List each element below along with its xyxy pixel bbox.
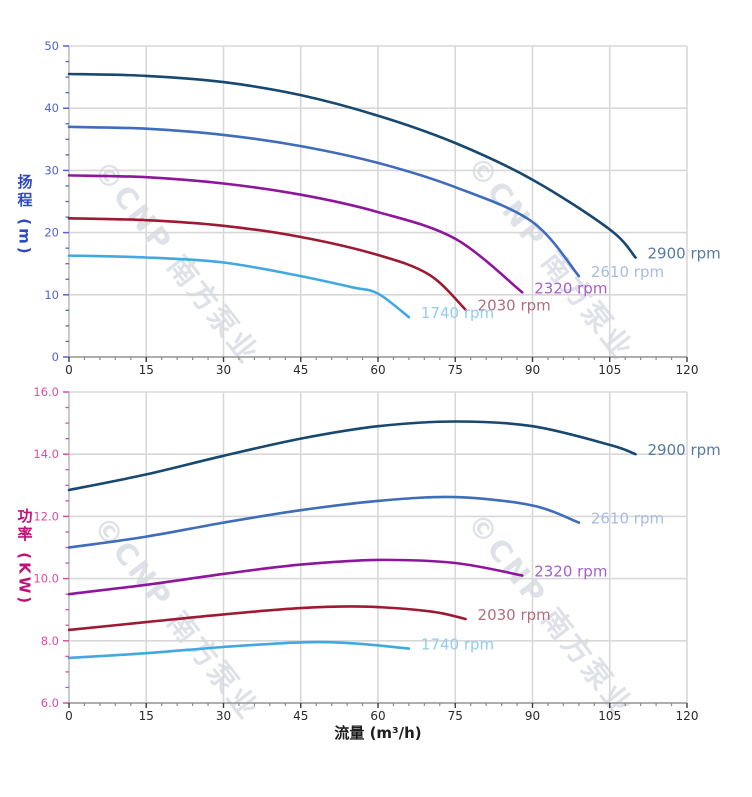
curve-label: 1740 rpm [421,636,494,654]
curve-2610-rpm [67,125,581,278]
x-tick-label: 75 [448,709,463,723]
curve-label: 2900 rpm [648,244,721,262]
curve-label: 2320 rpm [534,279,607,297]
curve-2900-rpm [67,420,637,492]
curve-1740-rpm [67,640,411,660]
x-tick-label: 30 [216,363,231,377]
curve-label: 2030 rpm [478,297,551,315]
curve-2320-rpm [67,558,524,596]
curve-2900-rpm [67,72,637,259]
x-tick-label: 30 [216,709,231,723]
curve-2030-rpm [67,216,467,311]
power-axis-title: 功率 (KW) [15,507,34,607]
y-tick-label: 8.0 [41,634,59,648]
y-tick-label: 10 [44,288,59,302]
x-tick-label: 105 [598,709,621,723]
x-tick-label: 75 [448,363,463,377]
head-axis-title: 扬程 (m) [15,173,34,257]
x-tick-label: 60 [370,709,385,723]
y-tick-label: 30 [44,163,59,177]
y-tick-label: 20 [44,226,59,240]
curve-label: 2900 rpm [648,441,721,459]
x-tick-label: 90 [525,363,540,377]
y-tick-label: 40 [44,101,59,115]
curve-label: 2610 rpm [591,510,664,528]
curve-2320-rpm [67,174,524,294]
curve-label: 2320 rpm [534,562,607,580]
y-tick-label: 50 [44,39,59,53]
y-tick-label: 12.0 [33,509,59,523]
x-tick-label: 15 [139,363,154,377]
curve-2030-rpm [67,605,467,632]
curve-2610-rpm [67,495,581,549]
curve-label: 2030 rpm [478,606,551,624]
x-tick-label: 0 [65,363,73,377]
x-tick-label: 45 [293,363,308,377]
curve-1740-rpm [67,254,411,319]
flow-axis-title: 流量 (m³/h) [334,724,422,742]
x-tick-label: 120 [676,709,699,723]
x-tick-label: 15 [139,709,154,723]
curve-label: 2610 rpm [591,263,664,281]
x-tick-label: 0 [65,709,73,723]
y-tick-label: 10.0 [33,572,59,586]
x-tick-label: 120 [676,363,699,377]
x-tick-label: 105 [598,363,621,377]
y-tick-label: 6.0 [41,696,59,710]
y-tick-label: 14.0 [33,447,59,461]
y-tick-label: 0 [52,350,59,364]
x-tick-label: 90 [525,709,540,723]
y-tick-label: 16.0 [33,385,59,399]
x-tick-label: 60 [370,363,385,377]
curve-label: 1740 rpm [421,304,494,322]
x-tick-label: 45 [293,709,308,723]
